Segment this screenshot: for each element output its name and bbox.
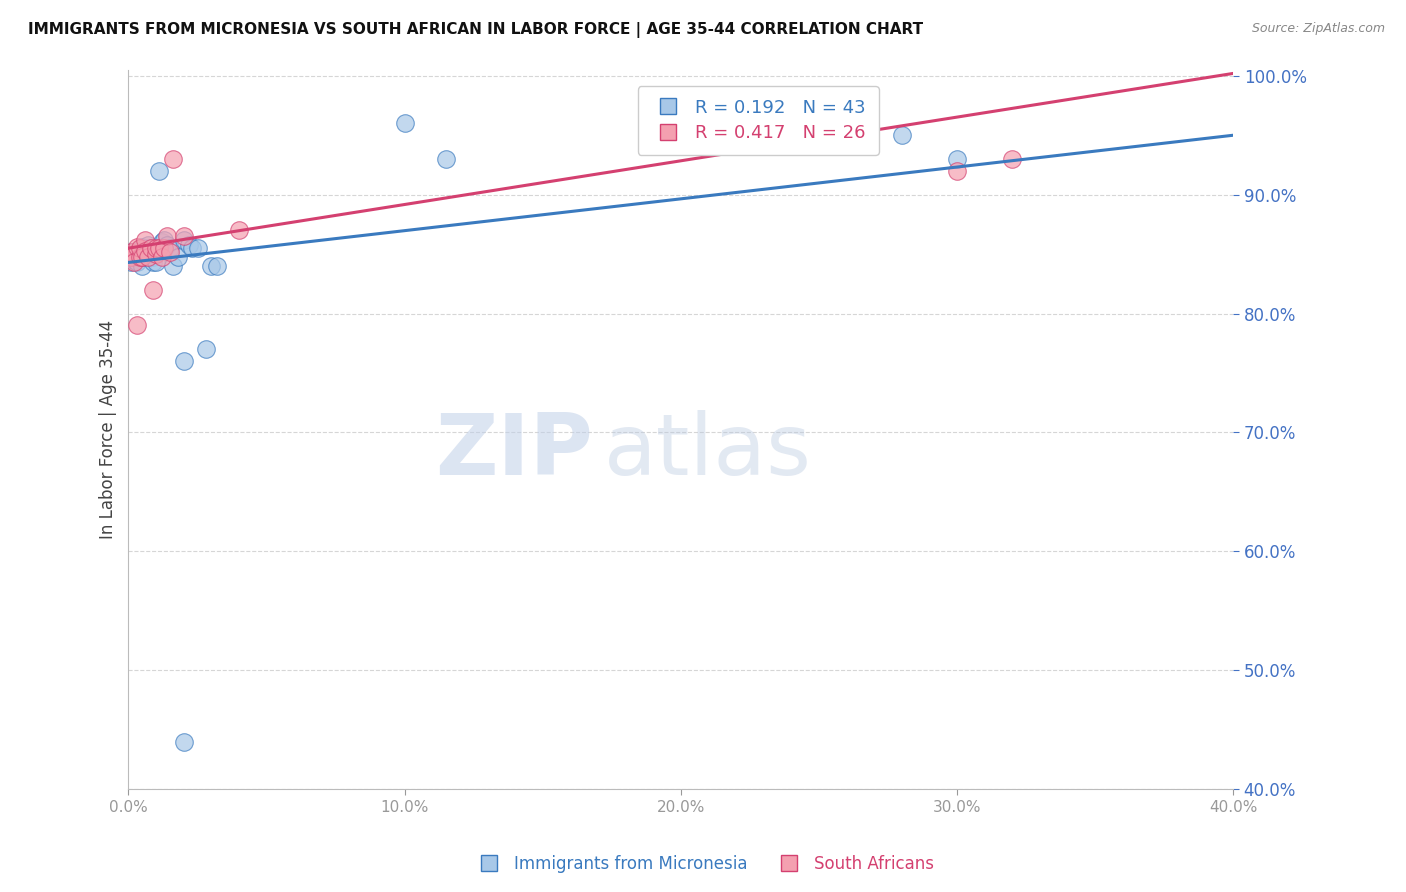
Point [145, 244, 167, 258]
Point [128, 244, 150, 258]
Point [120, 244, 142, 259]
Point [136, 237, 159, 252]
Point [134, 233, 156, 247]
Point [162, 259, 184, 273]
Text: atlas: atlas [603, 409, 811, 492]
Point [153, 241, 176, 255]
Point [434, 152, 457, 166]
Point [205, 259, 228, 273]
Point [131, 250, 153, 264]
Point [131, 250, 153, 264]
Point [194, 343, 217, 357]
Point [228, 223, 250, 237]
Point [136, 250, 159, 264]
Legend: Immigrants from Micronesia, South Africans: Immigrants from Micronesia, South Africa… [465, 848, 941, 880]
Point [946, 152, 969, 166]
Point [1001, 152, 1024, 166]
Point [128, 241, 150, 255]
Point [159, 244, 181, 259]
Point [181, 241, 204, 255]
Point [134, 244, 156, 258]
Point [150, 235, 173, 250]
Point [131, 240, 153, 254]
Point [142, 250, 165, 264]
Point [131, 259, 153, 273]
Point [139, 241, 162, 255]
Point [145, 241, 167, 255]
Point [156, 237, 179, 252]
Point [125, 240, 148, 254]
Text: IMMIGRANTS FROM MICRONESIA VS SOUTH AFRICAN IN LABOR FORCE | AGE 35-44 CORRELATI: IMMIGRANTS FROM MICRONESIA VS SOUTH AFRI… [28, 22, 924, 38]
Point [125, 255, 148, 269]
Point [173, 229, 195, 244]
Point [148, 241, 170, 255]
Point [946, 164, 969, 178]
Point [159, 241, 181, 255]
Text: ZIP: ZIP [434, 409, 592, 492]
Point [179, 237, 201, 252]
Point [142, 283, 165, 297]
Point [139, 250, 162, 264]
Point [145, 247, 167, 261]
Point [125, 244, 148, 259]
Point [156, 229, 179, 244]
Point [153, 233, 176, 247]
Point [120, 250, 142, 264]
Point [200, 259, 222, 273]
Point [125, 250, 148, 264]
Point [162, 152, 184, 166]
Point [120, 244, 142, 259]
Point [167, 250, 190, 264]
Point [173, 233, 195, 247]
Point [150, 250, 173, 264]
Point [122, 255, 145, 269]
Text: Source: ZipAtlas.com: Source: ZipAtlas.com [1251, 22, 1385, 36]
Point [128, 250, 150, 264]
Point [134, 241, 156, 255]
Point [122, 247, 145, 261]
Point [148, 164, 170, 178]
Point [173, 734, 195, 748]
Point [890, 128, 912, 143]
Legend: R = 0.192   N = 43, R = 0.417   N = 26: R = 0.192 N = 43, R = 0.417 N = 26 [638, 86, 879, 154]
Point [125, 318, 148, 333]
Point [122, 247, 145, 261]
Y-axis label: In Labor Force | Age 35-44: In Labor Force | Age 35-44 [100, 320, 117, 539]
Point [120, 255, 142, 269]
Point [122, 253, 145, 268]
Point [145, 255, 167, 269]
Point [173, 354, 195, 368]
Point [128, 247, 150, 261]
Point [139, 241, 162, 255]
Point [134, 250, 156, 264]
Point [186, 241, 208, 255]
Point [136, 244, 159, 258]
Point [394, 116, 416, 130]
Point [142, 255, 165, 269]
Point [136, 247, 159, 261]
